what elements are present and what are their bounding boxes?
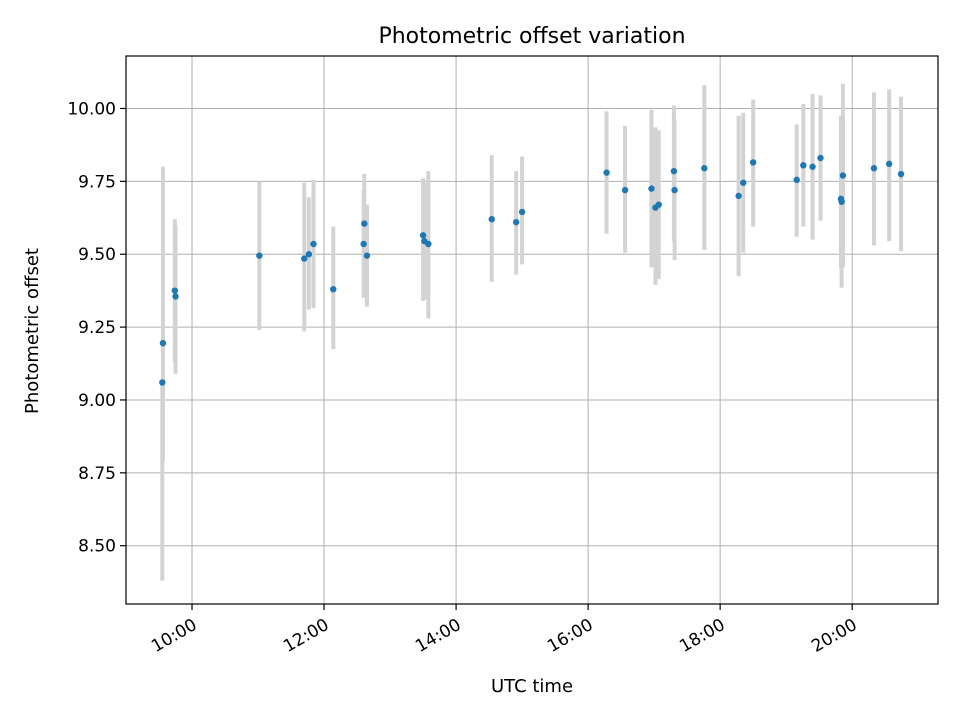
data-point xyxy=(159,379,166,386)
data-point xyxy=(897,170,905,178)
data-point xyxy=(740,179,747,186)
data-point xyxy=(817,154,824,162)
data-point xyxy=(735,192,742,200)
data-point xyxy=(749,159,757,166)
data-point xyxy=(800,162,807,169)
data-point xyxy=(793,176,800,184)
data-point xyxy=(425,240,432,248)
y-tick-label: 9.25 xyxy=(78,318,116,338)
data-point xyxy=(839,172,847,179)
y-axis-ticks: 8.50 8.75 9.00 9.25 9.50 9.75 10.00 xyxy=(67,99,126,557)
grid xyxy=(126,56,938,604)
y-axis-label: Photometric offset xyxy=(22,248,43,414)
x-axis-label: UTC time xyxy=(491,676,573,697)
data-point xyxy=(670,167,678,175)
data-point xyxy=(488,216,495,223)
data-point xyxy=(648,185,655,192)
y-tick-label: 8.50 xyxy=(78,537,116,557)
y-tick-label: 8.75 xyxy=(78,464,116,484)
data-point xyxy=(330,285,337,293)
data-point xyxy=(159,339,167,347)
data-point xyxy=(603,169,610,176)
data-point xyxy=(655,201,662,208)
plot-frame xyxy=(125,55,939,605)
data-point xyxy=(361,220,368,227)
data-point xyxy=(256,252,263,259)
y-tick-label: 9.50 xyxy=(78,245,116,265)
data-point xyxy=(172,293,179,300)
data-point xyxy=(870,165,878,172)
data-point xyxy=(518,208,526,216)
data-point xyxy=(310,240,317,248)
data-point xyxy=(809,163,816,170)
y-tick-label: 9.00 xyxy=(78,391,116,411)
data-point xyxy=(621,186,629,194)
y-tick-label: 10.00 xyxy=(67,99,116,119)
y-tick-label: 9.75 xyxy=(78,172,116,192)
data-point xyxy=(171,287,179,294)
data-point xyxy=(838,198,845,205)
data-point xyxy=(671,186,678,194)
data-points xyxy=(159,154,905,386)
data-point xyxy=(363,252,371,259)
data-point xyxy=(301,255,308,262)
data-point xyxy=(305,251,313,258)
data-point xyxy=(701,165,708,172)
data-point xyxy=(512,218,520,226)
data-point xyxy=(885,160,893,168)
data-point xyxy=(360,240,367,248)
chart-title: Photometric offset variation xyxy=(378,24,685,49)
data-point xyxy=(419,232,427,239)
